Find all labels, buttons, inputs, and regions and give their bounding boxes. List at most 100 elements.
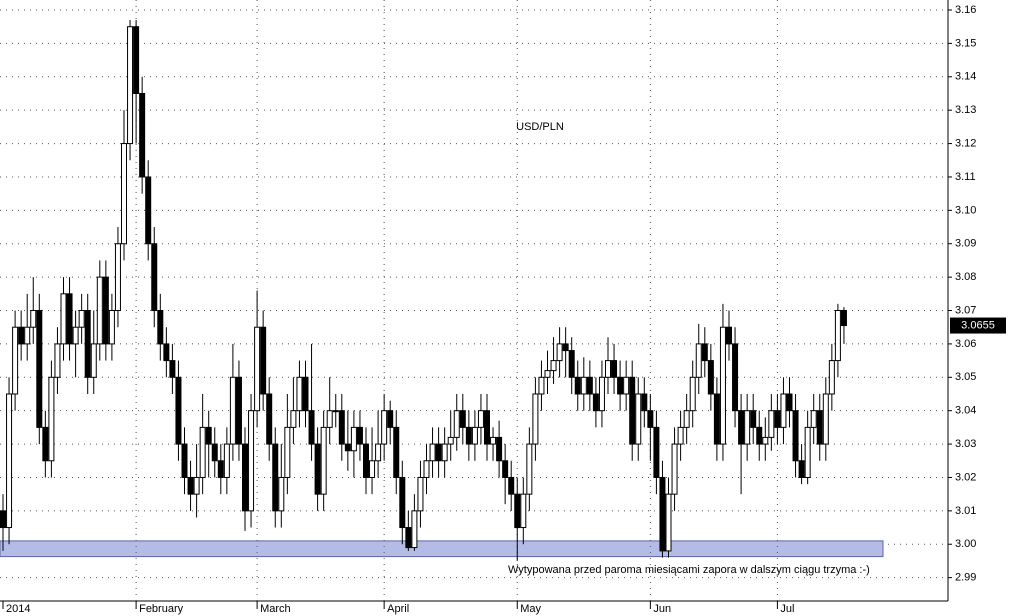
candle-body xyxy=(756,426,763,445)
y-tick-label: 3.12 xyxy=(955,137,976,149)
candle-body xyxy=(780,393,787,428)
y-tick-label: 3.13 xyxy=(955,104,976,116)
candle-body xyxy=(465,426,472,445)
candle-body xyxy=(66,293,73,345)
candle-body xyxy=(816,410,823,445)
candle-body xyxy=(399,476,406,529)
candle-body xyxy=(139,92,146,178)
candle-body xyxy=(496,436,503,462)
x-tick-label: May xyxy=(520,603,541,615)
candle-body xyxy=(217,460,224,478)
candle-body xyxy=(695,343,702,378)
candle-body xyxy=(133,26,140,94)
candle-body xyxy=(532,393,539,445)
candle-body xyxy=(701,343,708,362)
candle-body xyxy=(278,476,285,512)
candle-body xyxy=(42,426,49,462)
candle-body xyxy=(223,443,230,478)
candle-body xyxy=(653,426,660,478)
y-tick-label: 3.05 xyxy=(955,371,976,383)
candle-body xyxy=(471,426,478,445)
candle-body xyxy=(435,443,442,462)
candle-body xyxy=(181,443,188,478)
candle-body xyxy=(526,443,533,495)
candle-body xyxy=(810,410,817,428)
candle-body xyxy=(707,360,714,395)
annotation: Wytypowana przed paroma miesiącami zapor… xyxy=(508,564,870,576)
candle-body xyxy=(169,360,176,378)
candle-body xyxy=(387,410,394,428)
candle-body xyxy=(762,436,769,445)
candle-body xyxy=(199,426,206,478)
candle-body xyxy=(429,443,436,462)
candle-body xyxy=(490,436,497,445)
candle-body xyxy=(822,393,829,445)
candle-body xyxy=(617,376,624,395)
candle-body xyxy=(60,293,67,345)
candle-body xyxy=(568,350,575,378)
candle-body xyxy=(677,426,684,445)
candle-body xyxy=(84,310,91,378)
candle-body xyxy=(290,410,297,428)
x-tick-label: Jun xyxy=(653,603,671,615)
candle-body xyxy=(229,376,236,445)
candle-body xyxy=(544,370,551,378)
candle-body xyxy=(248,410,255,512)
candle-body xyxy=(659,476,666,552)
candle-body xyxy=(623,376,630,395)
candle-body xyxy=(108,310,115,345)
candle-body xyxy=(550,360,557,372)
candle-body xyxy=(828,360,835,395)
candle-body xyxy=(804,426,811,478)
candle-body xyxy=(308,410,315,445)
candle-body xyxy=(332,410,339,413)
candle-body xyxy=(840,310,847,327)
candle-body xyxy=(647,410,654,428)
candle-body xyxy=(459,410,466,428)
candle-body xyxy=(326,410,333,428)
y-tick-label: 3.10 xyxy=(955,204,976,216)
candle-body xyxy=(338,410,345,445)
candle-body xyxy=(205,426,212,445)
candle-body xyxy=(187,476,194,495)
candle-body xyxy=(671,443,678,495)
candle-body xyxy=(732,343,739,412)
candle-body xyxy=(556,343,563,362)
y-tick-label: 3.16 xyxy=(955,4,976,16)
candle-body xyxy=(242,443,248,512)
candle-body xyxy=(744,410,751,445)
last-price-label: 3.0655 xyxy=(961,319,995,331)
candle-body xyxy=(254,326,261,412)
y-tick-label: 3.08 xyxy=(955,271,976,283)
chart-title: USD/PLN xyxy=(516,121,564,133)
candle-body xyxy=(574,376,581,395)
candle-body xyxy=(78,310,85,328)
y-tick-label: 2.99 xyxy=(955,572,976,584)
y-tick-label: 3.07 xyxy=(955,304,976,316)
x-tick-label: April xyxy=(387,603,409,615)
candle-body xyxy=(302,376,309,412)
candle-body xyxy=(157,310,164,345)
candle-body xyxy=(598,376,605,412)
y-tick-label: 3.03 xyxy=(955,438,976,450)
x-tick-label: 2014 xyxy=(6,603,30,615)
candle-body xyxy=(296,376,303,412)
candle-body xyxy=(369,460,376,478)
candle-body xyxy=(611,360,618,378)
candle-body xyxy=(774,410,781,428)
candle-body xyxy=(423,460,430,478)
candle-body xyxy=(266,393,273,445)
candle-body xyxy=(393,426,400,478)
candle-body xyxy=(0,510,6,529)
candle-body xyxy=(477,410,484,428)
candle-body xyxy=(193,476,200,495)
x-tick-label: Jul xyxy=(780,603,794,615)
candle-body xyxy=(36,310,43,428)
x-tick-label: February xyxy=(139,603,184,615)
candle-body xyxy=(211,443,218,462)
candle-body xyxy=(786,393,793,412)
candle-body xyxy=(502,460,509,478)
candle-body xyxy=(381,410,388,445)
y-tick-label: 3.14 xyxy=(955,71,976,83)
candle-body xyxy=(719,326,726,445)
